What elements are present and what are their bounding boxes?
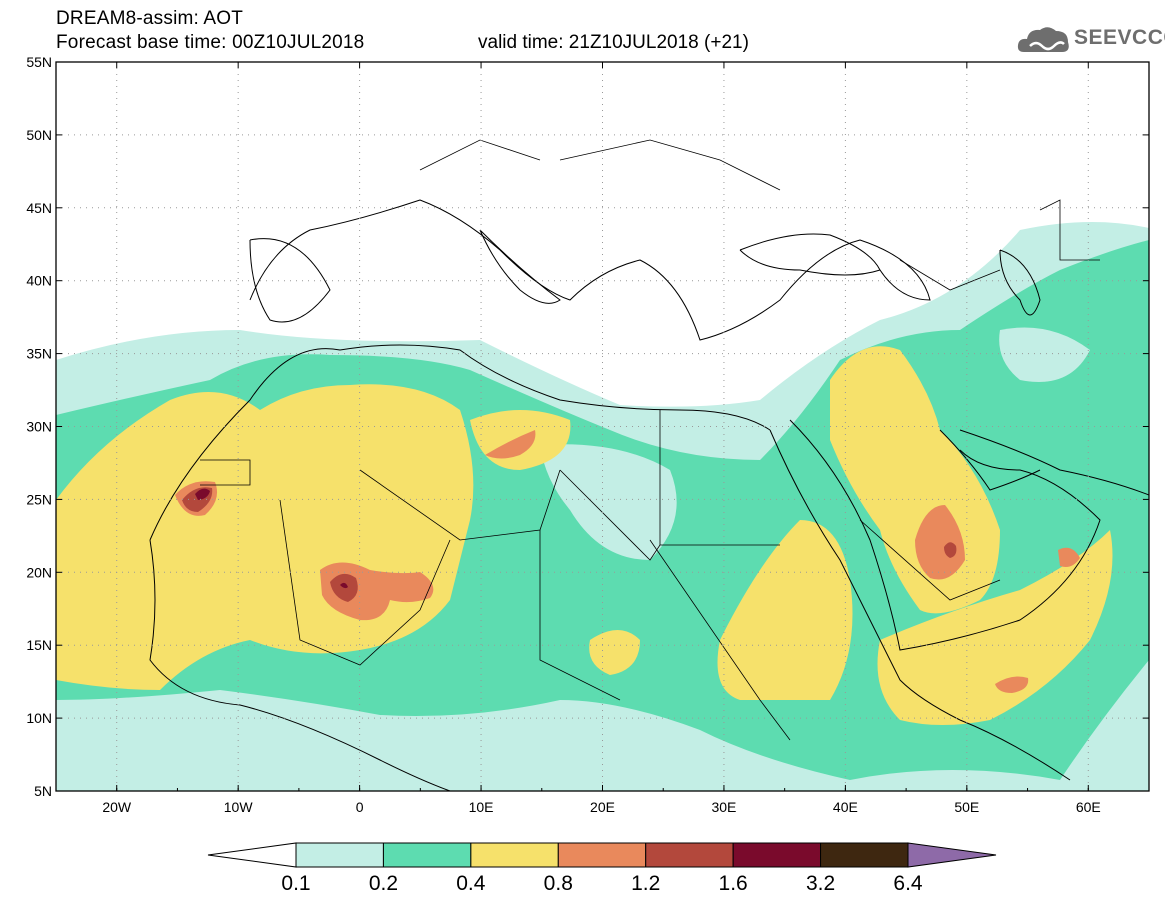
lon-label: 30E xyxy=(711,799,736,815)
colorbar-label: 0.1 xyxy=(281,872,311,895)
aot-level-0.8-arabia xyxy=(915,505,965,580)
valid-time: valid time: 21Z10JUL2018 (+21) xyxy=(478,32,749,53)
horn-coast xyxy=(959,719,1071,781)
colorbar-label: 1.2 xyxy=(631,872,661,895)
lon-label: 50E xyxy=(954,799,979,815)
colorbar-label: 3.2 xyxy=(805,872,836,895)
aot-level-0.4-chad xyxy=(589,630,640,675)
lon-label: 10E xyxy=(469,799,494,815)
lon-label: 0 xyxy=(356,799,364,815)
lon-label: 20W xyxy=(102,799,132,815)
colorbar-segment xyxy=(732,842,822,868)
border-11 xyxy=(419,139,541,171)
longitude-labels: 20W 10W 0 10E 20E 30E 40E 50E 60E xyxy=(102,799,1100,815)
africa-north-coast xyxy=(149,344,771,541)
colorbar-arrow-high xyxy=(907,842,997,868)
colorbar-segment xyxy=(382,842,472,868)
lat-label: 15N xyxy=(26,637,52,653)
aot-hole-caspian xyxy=(999,327,1090,382)
italy-coast xyxy=(479,229,561,304)
africa-west-coast xyxy=(149,539,451,791)
colorbar-segment xyxy=(295,842,384,868)
lat-label: 30N xyxy=(26,419,52,435)
colorbar-label: 0.4 xyxy=(456,872,486,895)
aot-level-1.2-mali xyxy=(330,573,358,602)
aot-hole-north-africa xyxy=(540,444,677,560)
border-6 xyxy=(539,530,621,701)
colorbar-segment xyxy=(557,842,647,868)
logo-text: SEEVCCC xyxy=(1074,26,1165,49)
caspian-coast xyxy=(999,249,1041,316)
seevccc-logo: SEEVCCC xyxy=(1016,22,1165,56)
border-9 xyxy=(899,259,1001,291)
aot-level-1.6-mali xyxy=(340,582,348,589)
arabia-coast xyxy=(789,419,1101,651)
lon-label: 40E xyxy=(833,799,858,815)
lat-label: 45N xyxy=(26,200,52,216)
aot-level-0.8-yemen xyxy=(995,676,1029,693)
red-sea-coast xyxy=(769,429,961,721)
lon-label: 60E xyxy=(1076,799,1101,815)
lat-label: 5N xyxy=(34,783,52,799)
lon-label: 20E xyxy=(590,799,615,815)
aot-level-0.8-libya xyxy=(485,430,536,459)
border-8 xyxy=(1039,199,1100,261)
colorbar-label: 6.4 xyxy=(893,872,923,895)
coastlines xyxy=(149,199,1149,791)
iberia-coast xyxy=(249,238,331,323)
colorbar-label: 0.2 xyxy=(368,872,399,895)
lat-label: 55N xyxy=(26,54,52,70)
cloud-icon xyxy=(1017,27,1069,52)
lat-label: 40N xyxy=(26,273,52,289)
black-sea-coast xyxy=(739,233,881,276)
colorbar-label: 0.8 xyxy=(543,872,573,895)
country-borders xyxy=(200,139,1100,741)
border-12 xyxy=(649,539,791,741)
forecast-base-time: Forecast base time: 00Z10JUL2018 xyxy=(56,32,365,53)
persian-gulf-coast xyxy=(939,429,1041,491)
border-3 xyxy=(359,469,561,541)
axis-ticks xyxy=(55,61,1150,792)
aot-level-0.8-oman xyxy=(1058,547,1080,567)
colorbar-segment xyxy=(820,842,909,868)
lat-label: 20N xyxy=(26,564,52,580)
europe-coast xyxy=(249,199,931,341)
lat-label: 25N xyxy=(26,491,52,507)
colorbar-segment xyxy=(645,842,734,868)
border-10 xyxy=(559,139,781,191)
aot-level-1.2-arabia xyxy=(944,542,957,558)
border-7 xyxy=(859,519,1001,601)
latitude-labels: 5N 10N 15N 20N 25N 30N 35N 40N 45N 50N 55N xyxy=(26,54,52,799)
aot-level-0.4-sahel xyxy=(717,520,853,700)
lat-label: 35N xyxy=(26,346,52,362)
colorbar-arrow-low xyxy=(207,842,297,868)
lat-label: 50N xyxy=(26,127,52,143)
border-1 xyxy=(200,459,251,486)
lat-label: 10N xyxy=(26,710,52,726)
colorbar xyxy=(207,842,997,868)
border-2 xyxy=(279,499,451,666)
border-4 xyxy=(559,469,780,561)
colorbar-segment xyxy=(470,842,559,868)
map-grid xyxy=(56,62,1149,791)
aot-level-1.6-sahara xyxy=(195,488,210,500)
iran-coast xyxy=(959,429,1149,496)
lon-label: 10W xyxy=(224,799,254,815)
map-title: DREAM8-assim: AOT xyxy=(56,8,244,29)
colorbar-label: 1.6 xyxy=(718,872,748,895)
